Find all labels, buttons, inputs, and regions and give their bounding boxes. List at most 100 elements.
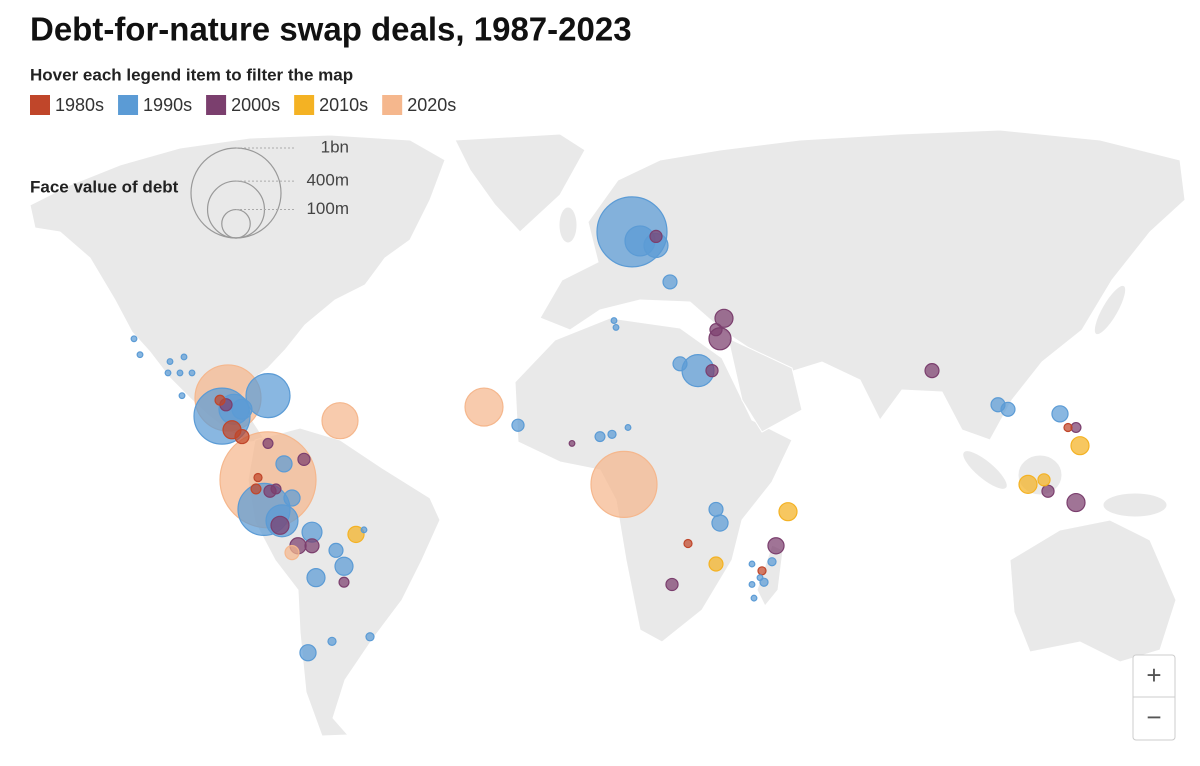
size-legend-label: 400m xyxy=(306,171,349,190)
zoom-out-button[interactable]: − xyxy=(1146,702,1161,732)
bubble xyxy=(250,483,262,495)
bubble xyxy=(1037,473,1051,487)
bubble xyxy=(1063,422,1073,433)
bubble xyxy=(612,323,620,331)
bubble xyxy=(748,581,756,588)
bubble xyxy=(708,501,724,517)
bubble xyxy=(347,525,365,544)
legend-item[interactable]: 2020s xyxy=(382,95,456,115)
bubble xyxy=(270,515,290,535)
size-legend-label: 100m xyxy=(306,199,349,218)
bubble xyxy=(610,317,618,325)
size-legend-title: Face value of debt xyxy=(30,177,179,196)
japan xyxy=(1093,284,1127,336)
bubble xyxy=(304,538,320,554)
chart-subtitle: Hover each legend item to filter the map xyxy=(30,65,353,84)
bubble xyxy=(924,363,940,379)
bubble xyxy=(709,323,723,337)
chart-title: Debt-for-nature swap deals, 1987-2023 xyxy=(30,11,632,48)
bubble xyxy=(297,452,311,466)
britain xyxy=(558,206,578,244)
bubble xyxy=(214,394,226,406)
bubble xyxy=(327,636,337,646)
bubble xyxy=(231,398,253,420)
bubble xyxy=(649,229,663,244)
bubble xyxy=(365,632,375,642)
greenland xyxy=(454,133,586,233)
bubble xyxy=(176,369,184,377)
legend-item[interactable]: 1980s xyxy=(30,95,104,115)
bubble xyxy=(234,429,250,445)
bubble-layer xyxy=(130,196,1090,662)
legend: 1980s 1990s 2000s 2010s 2020s xyxy=(30,95,456,115)
bubble xyxy=(1066,492,1086,513)
bubble xyxy=(511,418,525,432)
sumatra xyxy=(962,450,1008,490)
bubble xyxy=(284,545,300,561)
bubble xyxy=(624,424,632,431)
legend-item[interactable]: 2000s xyxy=(206,95,280,115)
eurasia xyxy=(539,129,1186,441)
legend-item[interactable]: 1990s xyxy=(118,95,192,115)
bubble xyxy=(714,308,734,328)
bubble xyxy=(665,577,679,592)
bubble xyxy=(662,274,678,290)
bubble xyxy=(275,455,293,473)
legend-item[interactable]: 2010s xyxy=(294,95,368,115)
bubble xyxy=(253,472,263,483)
bubble xyxy=(590,450,658,518)
bubble xyxy=(594,431,606,443)
legend-swatch[interactable] xyxy=(294,95,315,115)
bubble xyxy=(299,644,317,662)
bubble xyxy=(757,566,767,576)
legend-swatch[interactable] xyxy=(206,95,227,115)
bubble xyxy=(334,556,354,576)
bubble xyxy=(767,537,785,555)
bubble xyxy=(188,369,196,377)
new-guinea xyxy=(1102,492,1168,518)
north-america xyxy=(29,134,446,443)
bubble xyxy=(1000,401,1016,417)
bubble xyxy=(270,483,282,495)
bubble xyxy=(360,526,368,534)
zoom-in-button[interactable]: + xyxy=(1146,660,1161,690)
size-legend: Face value of debt 1bn 400m 100m xyxy=(30,137,349,239)
legend-label[interactable]: 1990s xyxy=(143,95,192,115)
bubble xyxy=(683,538,693,549)
legend-swatch[interactable] xyxy=(30,95,50,115)
bubble xyxy=(338,576,350,588)
bubble xyxy=(705,363,719,378)
bubble xyxy=(708,556,724,572)
legend-swatch[interactable] xyxy=(118,95,139,115)
bubble xyxy=(136,351,144,359)
bubble xyxy=(767,557,777,567)
legend-label[interactable]: 2000s xyxy=(231,95,280,115)
bubble xyxy=(130,335,138,343)
bubble xyxy=(750,594,758,602)
bubble xyxy=(245,373,291,419)
bubble xyxy=(306,568,326,588)
legend-label[interactable]: 2020s xyxy=(407,95,456,115)
bubble xyxy=(672,356,688,372)
bubble xyxy=(1018,474,1038,494)
bubble xyxy=(1041,484,1055,498)
size-legend-label: 1bn xyxy=(321,137,349,156)
bubble xyxy=(262,437,274,449)
bubble xyxy=(178,392,186,400)
australia xyxy=(1009,519,1177,663)
bubble xyxy=(711,514,729,532)
bubble xyxy=(778,502,798,522)
bubble xyxy=(464,387,504,427)
legend-swatch[interactable] xyxy=(382,95,403,115)
bubble xyxy=(1070,436,1090,456)
arabia xyxy=(727,337,803,433)
bubble xyxy=(607,429,617,439)
legend-label[interactable]: 1980s xyxy=(55,95,104,115)
bubble xyxy=(328,542,344,558)
bubble xyxy=(1051,405,1069,423)
legend-label[interactable]: 2010s xyxy=(319,95,368,115)
zoom-control: +− xyxy=(1132,654,1176,741)
bubble xyxy=(283,489,301,507)
